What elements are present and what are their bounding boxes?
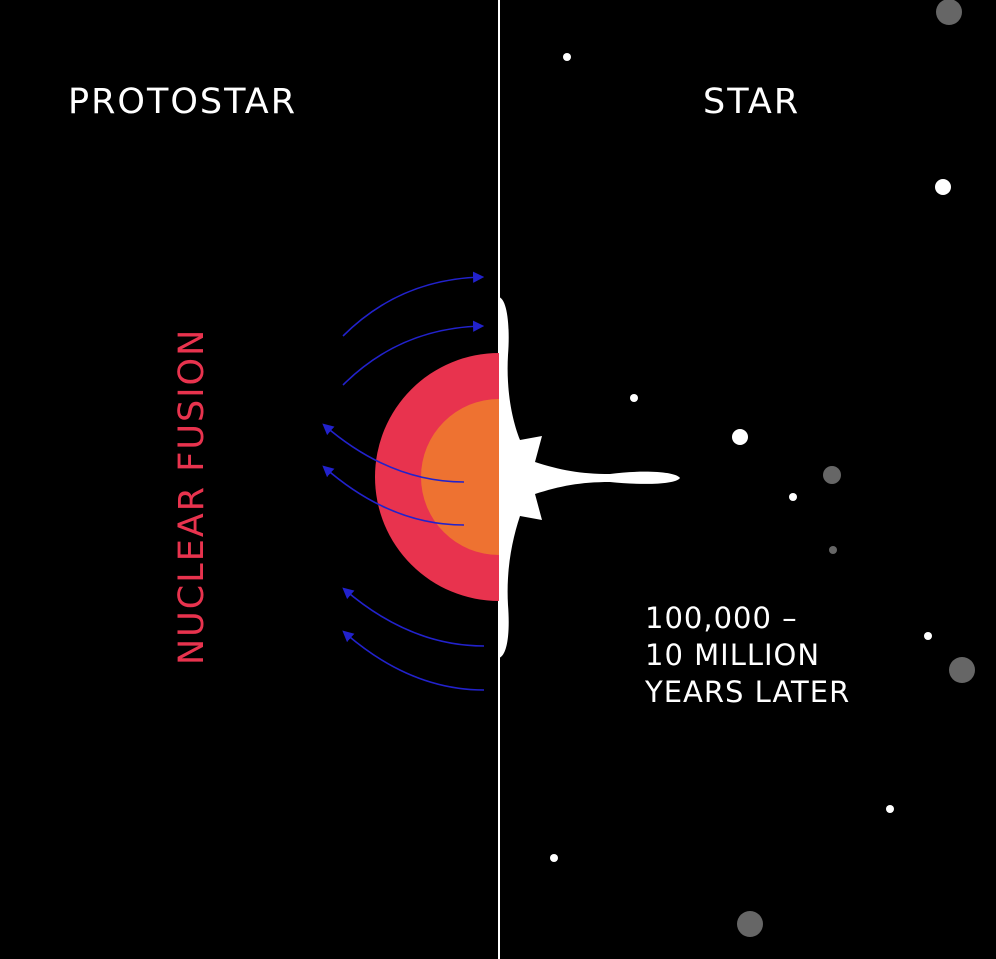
- energy-arrow-inward-3: [342, 587, 485, 647]
- star-field: [550, 0, 975, 937]
- star-shape: [499, 297, 680, 658]
- dim-dot: [737, 911, 763, 937]
- star: [499, 297, 680, 658]
- energy-arrows: [322, 271, 485, 691]
- bright-dot: [924, 632, 932, 640]
- energy-arrow-inward-2: [322, 465, 465, 526]
- dim-dot: [823, 466, 841, 484]
- nuclear-fusion-label: NUCLEAR FUSION: [172, 327, 212, 665]
- dim-dot: [829, 546, 837, 554]
- bright-dot: [935, 179, 951, 195]
- energy-arrow-outward-1: [342, 271, 485, 337]
- bright-dot: [789, 493, 797, 501]
- dim-dot: [949, 657, 975, 683]
- bright-dot: [886, 805, 894, 813]
- bright-dot: [563, 53, 571, 61]
- bright-dot: [550, 854, 558, 862]
- bright-dot: [630, 394, 638, 402]
- protostar: [375, 353, 499, 601]
- time-label-line-2: 10 MILLION: [645, 638, 821, 672]
- bright-dot: [732, 429, 748, 445]
- energy-arrow-inward-1: [322, 423, 465, 483]
- star-heading: STAR: [703, 82, 801, 122]
- energy-arrow-outward-2: [342, 320, 485, 386]
- energy-arrow-inward-4: [342, 630, 485, 691]
- dim-dot: [936, 0, 962, 25]
- time-label-line-3: YEARS LATER: [645, 675, 851, 709]
- protostar-core: [421, 399, 499, 555]
- time-elapsed-label: 100,000 – 10 MILLION YEARS LATER: [645, 600, 850, 711]
- protostar-heading: PROTOSTAR: [68, 82, 298, 122]
- time-label-line-1: 100,000 –: [645, 601, 798, 635]
